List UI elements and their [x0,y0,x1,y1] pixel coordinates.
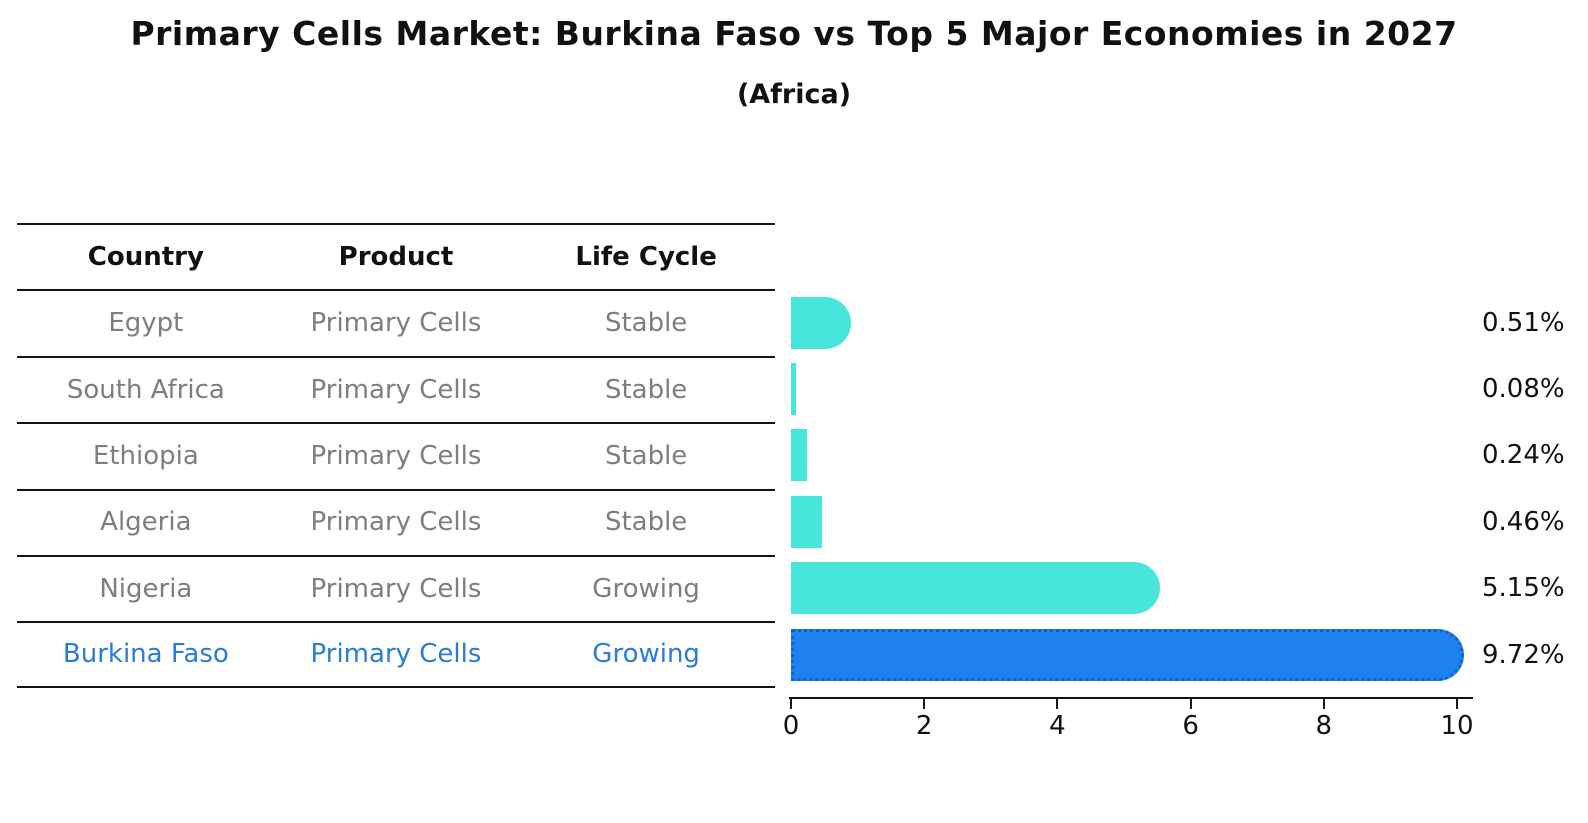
value-label-ethiopia: 0.24% [1482,440,1565,471]
cell-lifecycle: Stable [604,308,688,339]
bar-egypt [791,296,851,349]
col-header-product: Product [338,241,454,272]
cell-product: Primary Cells [310,573,482,604]
cell-product: Primary Cells [310,507,482,538]
x-axis-tick-label-10: 10 [1440,711,1474,741]
cell-product: Primary Cells [310,639,482,670]
x-axis-tick-0 [790,699,792,709]
x-axis-tick-6 [1189,699,1192,709]
value-label-nigeria: 5.15% [1482,573,1565,604]
col-header-country: Country [87,241,204,272]
cell-country: Ethiopia [92,441,199,472]
bar-ethiopia [791,429,807,482]
chart-subtitle: (Africa) [736,79,852,110]
bar-burkina-faso [791,628,1465,681]
cell-country: South Africa [66,374,225,405]
x-axis-tick-8 [1322,699,1325,709]
table-row-ethiopia: Ethiopia Primary Cells Stable [17,422,775,488]
bar-south-africa [791,363,797,415]
country-table: Country Product Life Cycle Egypt Primary … [17,223,775,688]
table-row-burkina-faso: Burkina Faso Primary Cells Growing [17,621,775,688]
cell-lifecycle: Growing [592,573,700,604]
chart-title: Primary Cells Market: Burkina Faso vs To… [130,14,1458,53]
x-axis-tick-4 [1056,699,1059,709]
cell-lifecycle: Stable [604,374,688,405]
bar-algeria [791,495,822,548]
cell-product: Primary Cells [310,374,482,405]
cell-country: Egypt [108,308,184,339]
value-label-egypt: 0.51% [1482,307,1565,338]
x-axis-tick-label-4: 4 [1049,711,1066,741]
cell-lifecycle: Stable [604,507,688,538]
cell-lifecycle: Stable [604,441,688,472]
col-header-lifecycle: Life Cycle [575,241,717,272]
cell-product: Primary Cells [310,441,482,472]
x-axis-tick-2 [923,699,926,709]
cell-lifecycle: Growing [592,639,700,670]
cell-country: Nigeria [99,573,193,604]
table-header-row: Country Product Life Cycle [17,223,775,289]
x-axis-tick-label-0: 0 [782,711,800,741]
x-axis-tick-label-2: 2 [915,711,933,741]
value-label-burkina-faso: 9.72% [1482,639,1565,670]
x-axis-tick-label-8: 8 [1315,711,1333,741]
value-label-algeria: 0.46% [1482,506,1565,537]
table-row-south-africa: South Africa Primary Cells Stable [17,355,775,422]
table-row-algeria: Algeria Primary Cells Stable [17,488,775,555]
cell-country: Algeria [100,507,192,538]
x-axis-tick-label-6: 6 [1182,711,1199,741]
bar-nigeria [791,562,1160,615]
value-label-south-africa: 0.08% [1482,374,1565,404]
cell-country: Burkina Faso [62,639,229,670]
cell-product: Primary Cells [310,308,482,339]
x-axis-line [789,697,1473,699]
x-axis-tick-10 [1456,699,1458,709]
table-row-nigeria: Nigeria Primary Cells Growing [17,554,775,621]
table-row-egypt: Egypt Primary Cells Stable [17,289,775,355]
